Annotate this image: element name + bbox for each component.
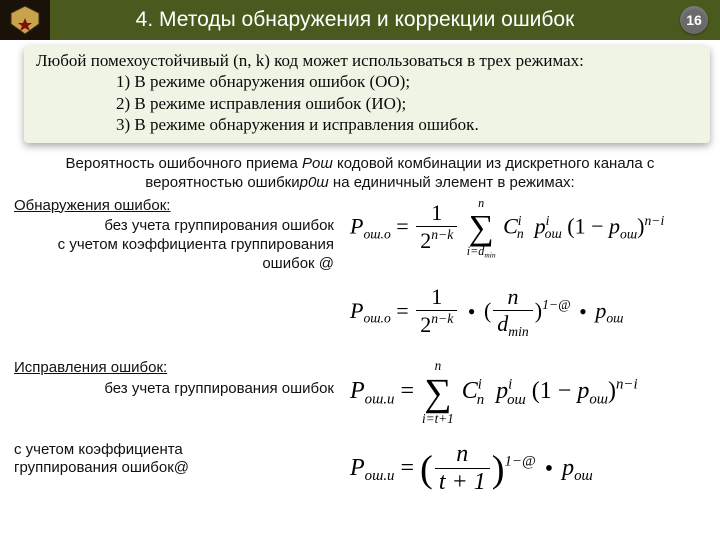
condition-text: без учета группирования ошибок	[14, 380, 334, 399]
condition-text: ошибок @	[14, 255, 334, 274]
intro-lead: Любой помехоустойчивый (n, k) код может …	[36, 50, 698, 71]
row-correction-2: с учетом коэффициента группирования ошиб…	[14, 441, 706, 498]
left-col: Обнаружения ошибок: без учета группирова…	[14, 197, 350, 274]
section-title-detection: Обнаружения ошибок:	[14, 197, 334, 216]
intro-items: 1) В режиме обнаружения ошибок (ОО); 2) …	[36, 71, 698, 135]
body-text-part: Вероятность ошибочного приема	[66, 155, 302, 172]
slide-header: 4. Методы обнаружения и коррекции ошибок…	[0, 0, 720, 40]
condition-text: с учетом коэффициента группирования	[14, 236, 334, 255]
row-detection-2: Pош.о = 12n−k • (ndmin)1−@ • pош	[14, 284, 706, 342]
intro-box: Любой помехоустойчивый (n, k) код может …	[24, 46, 710, 143]
symbol-p-osh: Pош	[302, 155, 333, 172]
condition-text: без учета группирования ошибок	[14, 217, 334, 236]
row-detection-1: Обнаружения ошибок: без учета группирова…	[14, 197, 706, 274]
page-number: 16	[680, 6, 708, 34]
body-text: Вероятность ошибочного приема Pош кодово…	[18, 155, 702, 193]
slide: 4. Методы обнаружения и коррекции ошибок…	[0, 0, 720, 540]
section-title-correction: Исправления ошибок:	[14, 359, 334, 378]
formula-3: Pош.и = n∑i=t+1 Cin piош (1 − pош)n−i	[350, 359, 706, 426]
slide-title: 4. Методы обнаружения и коррекции ошибок	[50, 8, 720, 32]
symbol-p0sh: p0ш	[300, 174, 329, 191]
intro-item: 3) В режиме обнаружения и исправления ош…	[116, 114, 698, 135]
body-text-part: на единичный элемент в режимах:	[329, 174, 575, 191]
formula-2: Pош.о = 12n−k • (ndmin)1−@ • pош	[350, 284, 706, 342]
emblem-icon	[0, 0, 50, 40]
left-col: с учетом коэффициента группирования ошиб…	[14, 441, 350, 479]
formula-4: Pош.и = (nt + 1)1−@ • pош	[350, 441, 706, 498]
left-col: Исправления ошибок: без учета группирова…	[14, 359, 350, 399]
intro-item: 1) В режиме обнаружения ошибок (ОО);	[116, 71, 698, 92]
formula-1: Pош.о = 12n−k n∑i=dmin Cin piош (1 − pош…	[350, 197, 706, 260]
condition-text: группирования ошибок@	[14, 459, 334, 478]
condition-text: с учетом коэффициента	[14, 441, 334, 460]
intro-item: 2) В режиме исправления ошибок (ИО);	[116, 93, 698, 114]
row-correction-1: Исправления ошибок: без учета группирова…	[14, 359, 706, 426]
